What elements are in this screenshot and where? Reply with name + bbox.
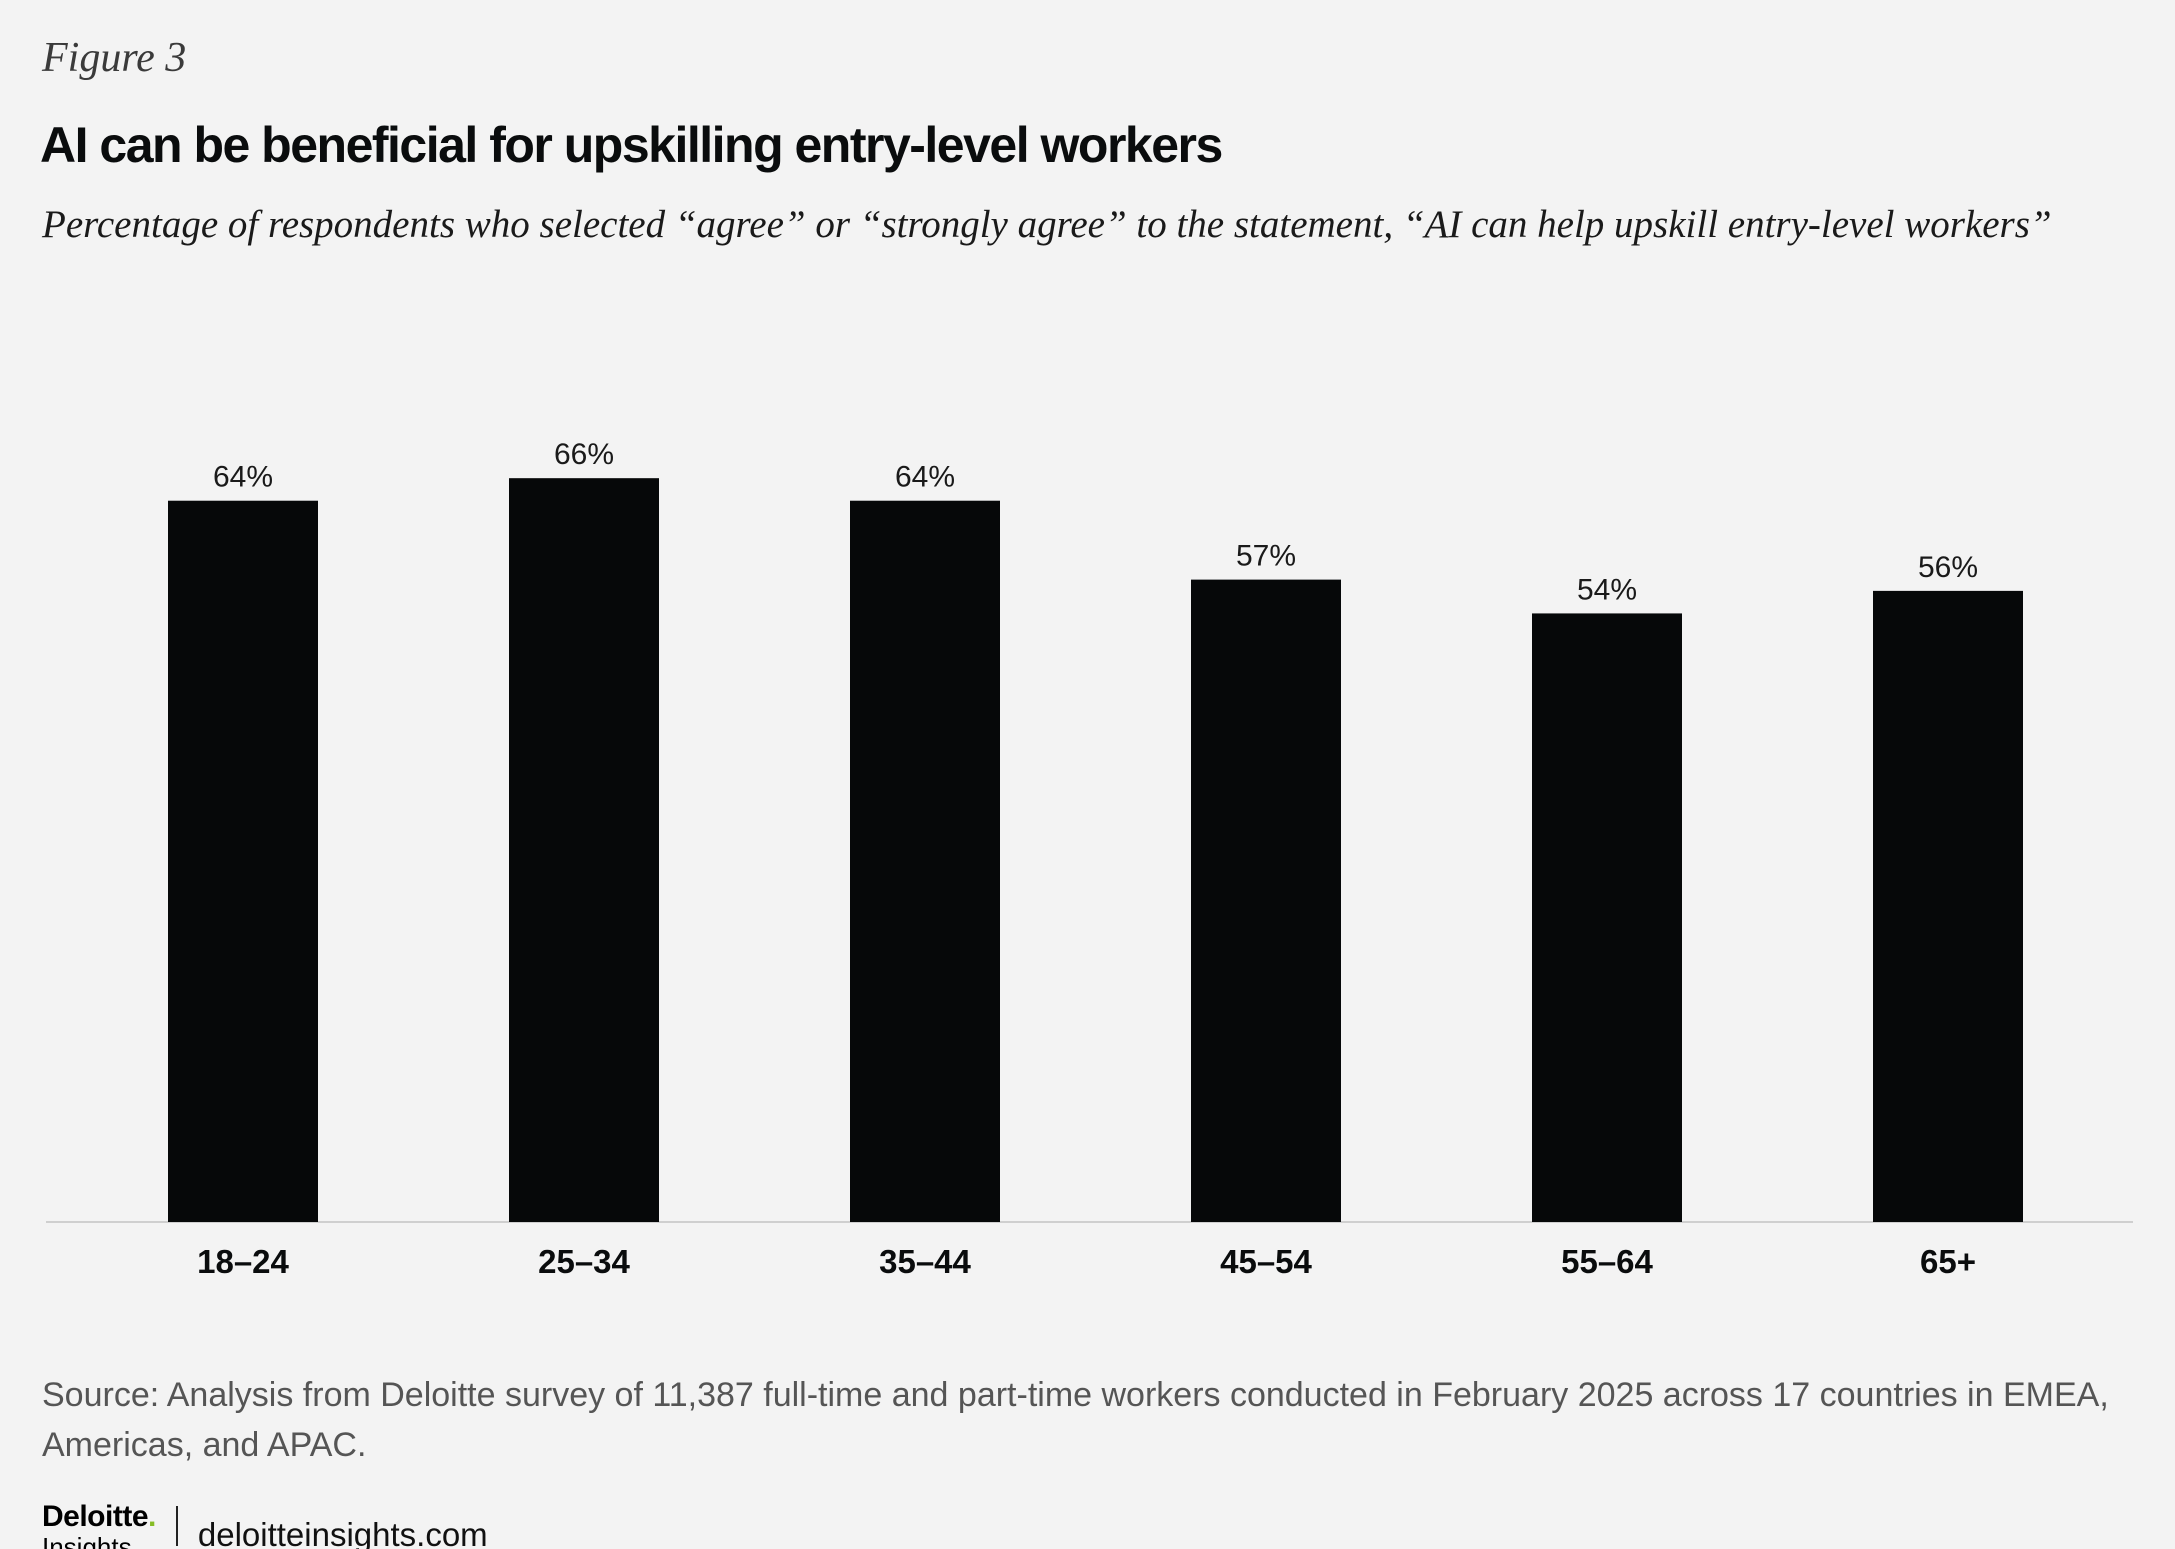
chart-title: AI can be beneficial for upskilling entr… (40, 117, 1223, 173)
bar-value-label: 56% (1918, 551, 1978, 584)
footer-url-link[interactable]: deloitteinsights.com (197, 1516, 488, 1549)
bar-18–24 (168, 500, 318, 1223)
chart-subtitle: Percentage of respondents who selected “… (42, 203, 2052, 246)
x-tick-label: 45–54 (1220, 1243, 1312, 1280)
x-tick-label: 25–34 (538, 1243, 630, 1280)
bar-value-label: 57% (1236, 540, 1296, 573)
bar-45–54 (1191, 579, 1341, 1222)
deloitte-insights-logo: Deloitte. Insights (42, 1502, 156, 1549)
x-tick-label: 55–64 (1561, 1243, 1653, 1280)
bar-value-label: 64% (213, 461, 273, 494)
bar-value-label: 54% (1577, 573, 1637, 606)
footer: Deloitte. Insights deloitteinsights.com (42, 1502, 488, 1549)
x-tick-label: 65+ (1920, 1243, 1976, 1280)
x-tick-label: 35–44 (879, 1243, 971, 1280)
bar-55–64 (1532, 613, 1682, 1222)
bar-35–44 (850, 500, 1000, 1223)
bar-25–34 (509, 478, 659, 1222)
bar-chart: 64% 18–24 66% 25–34 64% 35–44 57% 45–54 54% 55–64… (46, 438, 2133, 1280)
bar-value-label: 64% (895, 461, 955, 494)
x-tick-label: 18–24 (197, 1243, 289, 1280)
source-note: Source: Analysis from Deloitte survey of… (42, 1376, 2109, 1464)
bar-value-label: 66% (554, 438, 614, 471)
bar-65+ (1873, 590, 2023, 1222)
figure-label: Figure 3 (42, 35, 187, 81)
footer-divider (175, 1506, 178, 1546)
